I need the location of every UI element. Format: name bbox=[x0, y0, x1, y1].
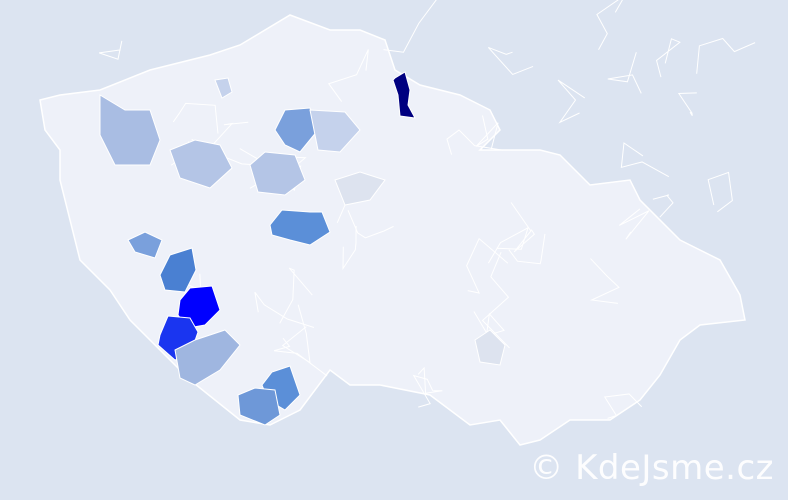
district-border bbox=[708, 172, 732, 211]
district-border bbox=[679, 93, 697, 116]
district-border bbox=[608, 52, 641, 93]
district-border bbox=[488, 47, 533, 74]
district-border bbox=[384, 0, 440, 52]
district-border bbox=[657, 39, 680, 77]
district-border bbox=[697, 39, 755, 74]
district-border bbox=[597, 0, 625, 50]
district-border bbox=[99, 41, 122, 59]
district-border bbox=[558, 80, 585, 122]
district-border bbox=[653, 195, 673, 217]
country-outline bbox=[40, 15, 745, 445]
watermark-logo: © KdeJsme.cz bbox=[529, 448, 774, 488]
district-border bbox=[621, 143, 668, 177]
